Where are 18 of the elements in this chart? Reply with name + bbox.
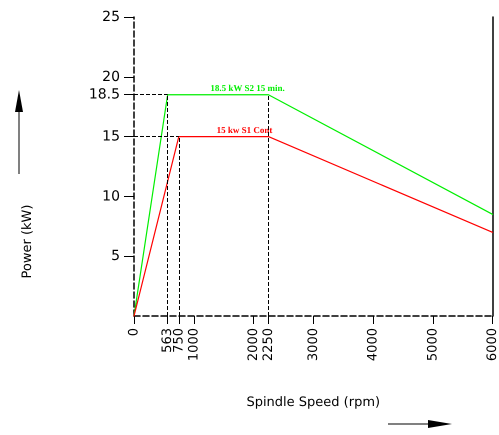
y-tick-label: 5 [111, 248, 120, 264]
annotation: 15 kw S1 Cont [216, 125, 272, 136]
x-axis-title: Spindle Speed (rpm) [246, 395, 380, 410]
y-axis-title: Power (kW) [20, 204, 35, 278]
x-tick-label: 5000 [425, 328, 440, 362]
y-tick-label: 18.5 [88, 86, 120, 103]
x-tick-label: 6000 [485, 328, 499, 362]
x-tick-label: 0 [126, 328, 142, 336]
x-tick-label: 4000 [366, 328, 380, 362]
x-tick-label: 1000 [186, 328, 202, 362]
y-tick-label: 15 [102, 128, 120, 145]
x-tick-label: 2000 [246, 328, 261, 362]
y-tick-label: 20 [102, 68, 120, 85]
y-tick-label: 10 [102, 188, 120, 204]
x-tick-label: 3000 [306, 328, 321, 362]
y-tick-label: 25 [102, 9, 120, 25]
x-tick-label: 2250 [260, 328, 276, 362]
annotation: 18.5 kW S2 15 min. [210, 83, 285, 94]
